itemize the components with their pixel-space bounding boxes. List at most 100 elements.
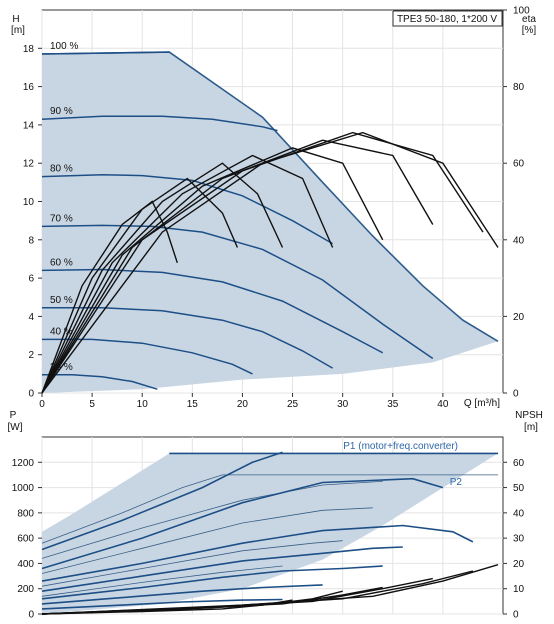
- flow-tick-label: 5: [89, 399, 95, 410]
- head-tick-label: 18: [23, 44, 35, 55]
- eta-axis-ticks: 0 20 40 60 80 100: [503, 6, 530, 400]
- npsh-curves: [41, 564, 499, 615]
- npsh-tick-label: 50: [513, 483, 525, 494]
- efficiency-curve: [41, 162, 284, 394]
- p1-series-label: P1 (motor+freq.converter): [343, 441, 458, 452]
- speed-curve: [41, 173, 333, 245]
- efficiency-curves: [41, 131, 499, 394]
- top-envelope-edge: [41, 51, 499, 342]
- p1-curve: [41, 584, 323, 605]
- eta-tick-label: 100: [513, 6, 530, 17]
- head-tick-label: 12: [23, 159, 35, 170]
- power-tick-label: 800: [17, 508, 34, 519]
- npsh-tick-label: 0: [513, 610, 519, 621]
- power-tick-label: 1000: [12, 483, 35, 494]
- p2-curve: [41, 540, 343, 587]
- head-tick-label: 10: [23, 197, 35, 208]
- p2-curves: [41, 474, 498, 597]
- efficiency-curve: [41, 177, 239, 394]
- npsh-tick-label: 10: [513, 584, 525, 595]
- eta-tick-label: 60: [513, 159, 525, 170]
- head-efficiency-chart: 100 % 90 % 80 % 70 % 60 % 50 % 40 % 25 % 0 2 4 6 8 1…: [11, 6, 536, 411]
- eta-tick-label: 0: [513, 389, 519, 400]
- head-tick-label: 6: [28, 274, 34, 285]
- power-tick-label: 1200: [12, 458, 35, 469]
- power-tick-label: 600: [17, 534, 34, 545]
- speed-curves: [41, 51, 434, 390]
- efficiency-curve: [41, 131, 484, 394]
- head-tick-label: 14: [23, 120, 35, 131]
- flow-tick-label: 0: [39, 399, 45, 410]
- speed-curve-label: 60 %: [50, 257, 73, 268]
- flow-tick-label: 25: [287, 399, 299, 410]
- p2-curve: [41, 507, 373, 574]
- power-axis-label: P: [10, 410, 17, 421]
- bottom-envelope: [42, 453, 498, 614]
- speed-curve-label: 90 %: [50, 106, 73, 117]
- top-envelope: [41, 51, 499, 393]
- head-axis-unit: [m]: [11, 25, 25, 36]
- bottom-envelope-area: [42, 453, 498, 614]
- speed-curve: [42, 307, 333, 369]
- npsh-axis-label: NPSH: [515, 410, 543, 421]
- p2-curve: [41, 474, 498, 544]
- npsh-tick-label: 60: [513, 458, 525, 469]
- top-envelope-area: [42, 52, 498, 393]
- power-npsh-chart: 0 200 400 600 800 1000 1200 0 10 20 30 40 50 60 P [W…: [8, 410, 543, 621]
- power-axis-ticks: 0 200 400 600 800 1000 1200: [12, 458, 42, 621]
- head-tick-label: 16: [23, 82, 35, 93]
- eta-tick-label: 80: [513, 82, 525, 93]
- head-tick-label: 4: [28, 312, 34, 323]
- p1-curves: [41, 451, 498, 610]
- eta-tick-label: 20: [513, 312, 525, 323]
- eta-axis-label: eta: [522, 14, 536, 25]
- efficiency-curve: [41, 147, 384, 394]
- speed-curve-label: 100 %: [50, 41, 78, 52]
- head-tick-label: 0: [28, 389, 34, 400]
- npsh-curve: [41, 564, 499, 615]
- chart-title-box: [392, 10, 503, 27]
- flow-tick-label: 30: [337, 399, 349, 410]
- speed-curve-label: 40 %: [50, 326, 73, 337]
- p2-curve: [41, 480, 383, 559]
- speed-curve-label: 80 %: [50, 164, 73, 175]
- head-tick-label: 2: [28, 350, 34, 361]
- flow-tick-label: 10: [137, 399, 149, 410]
- npsh-tick-label: 40: [513, 508, 525, 519]
- speed-curve: [42, 374, 158, 390]
- speed-curve-label: 70 %: [50, 213, 73, 224]
- flow-tick-label: 40: [437, 399, 449, 410]
- speed-curve-label: 50 %: [50, 295, 73, 306]
- speed-curve: [41, 51, 170, 55]
- npsh-axis-ticks: 0 10 20 30 40 50 60: [503, 458, 525, 621]
- head-axis-ticks: 0 2 4 6 8 10 12 14 16 18: [23, 44, 42, 400]
- eta-tick-label: 40: [513, 235, 525, 246]
- speed-curve-label: 25 %: [50, 362, 73, 373]
- p1-curve: [41, 598, 283, 610]
- npsh-tick-label: 30: [513, 534, 525, 545]
- chart-title: TPE3 50-180, 1*200 V: [397, 14, 497, 25]
- speed-curve: [42, 338, 253, 375]
- flow-tick-label: 20: [237, 399, 249, 410]
- power-tick-label: 200: [17, 584, 34, 595]
- p1-curve: [41, 477, 444, 570]
- efficiency-curve: [41, 154, 334, 394]
- flow-axis-label: Q [m³/h]: [464, 398, 500, 409]
- p2-series-label: P2: [450, 477, 463, 488]
- p1-curve: [41, 565, 383, 600]
- power-axis-unit: [W]: [8, 422, 23, 433]
- eta-axis-unit: [%]: [522, 25, 537, 36]
- speed-curve: [41, 115, 278, 132]
- efficiency-curve: [41, 200, 178, 394]
- p1-curve: [41, 524, 474, 582]
- flow-axis-ticks: 0 5 10 15 20 25 30 35 40: [39, 393, 449, 410]
- power-tick-label: 0: [28, 610, 34, 621]
- p1-curve: [41, 546, 403, 592]
- p1-curve: [41, 451, 283, 551]
- flow-tick-label: 15: [187, 399, 199, 410]
- efficiency-curve: [41, 131, 499, 394]
- speed-curve-labels: 100 % 90 % 80 % 70 % 60 % 50 % 40 % 25 %: [50, 41, 78, 373]
- flow-tick-label: 35: [387, 399, 399, 410]
- head-axis-label: H: [12, 14, 19, 25]
